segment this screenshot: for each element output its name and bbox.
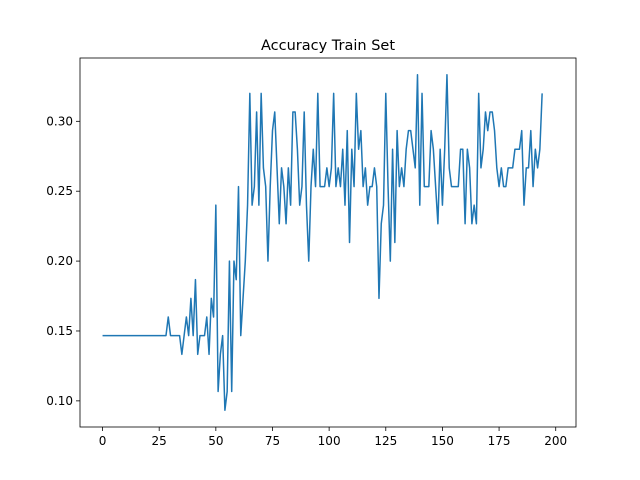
y-tick-label: 0.25 [46,184,73,198]
y-tick-label: 0.30 [46,114,73,128]
data-line [102,74,543,411]
chart-title: Accuracy Train Set [261,38,395,54]
y-tick-label: 0.10 [46,394,73,408]
x-tick-label: 100 [318,434,341,448]
x-tick-label: 125 [374,434,397,448]
x-tick-label: 175 [488,434,511,448]
x-tick-label: 0 [99,434,107,448]
x-tick-label: 50 [208,434,223,448]
x-tick-label: 75 [265,434,280,448]
y-tick-label: 0.20 [46,254,73,268]
axes-frame [79,57,577,428]
y-tick-label: 0.15 [46,324,73,338]
x-tick-label: 25 [152,434,167,448]
x-tick-label: 150 [431,434,454,448]
x-tick-label: 200 [544,434,567,448]
